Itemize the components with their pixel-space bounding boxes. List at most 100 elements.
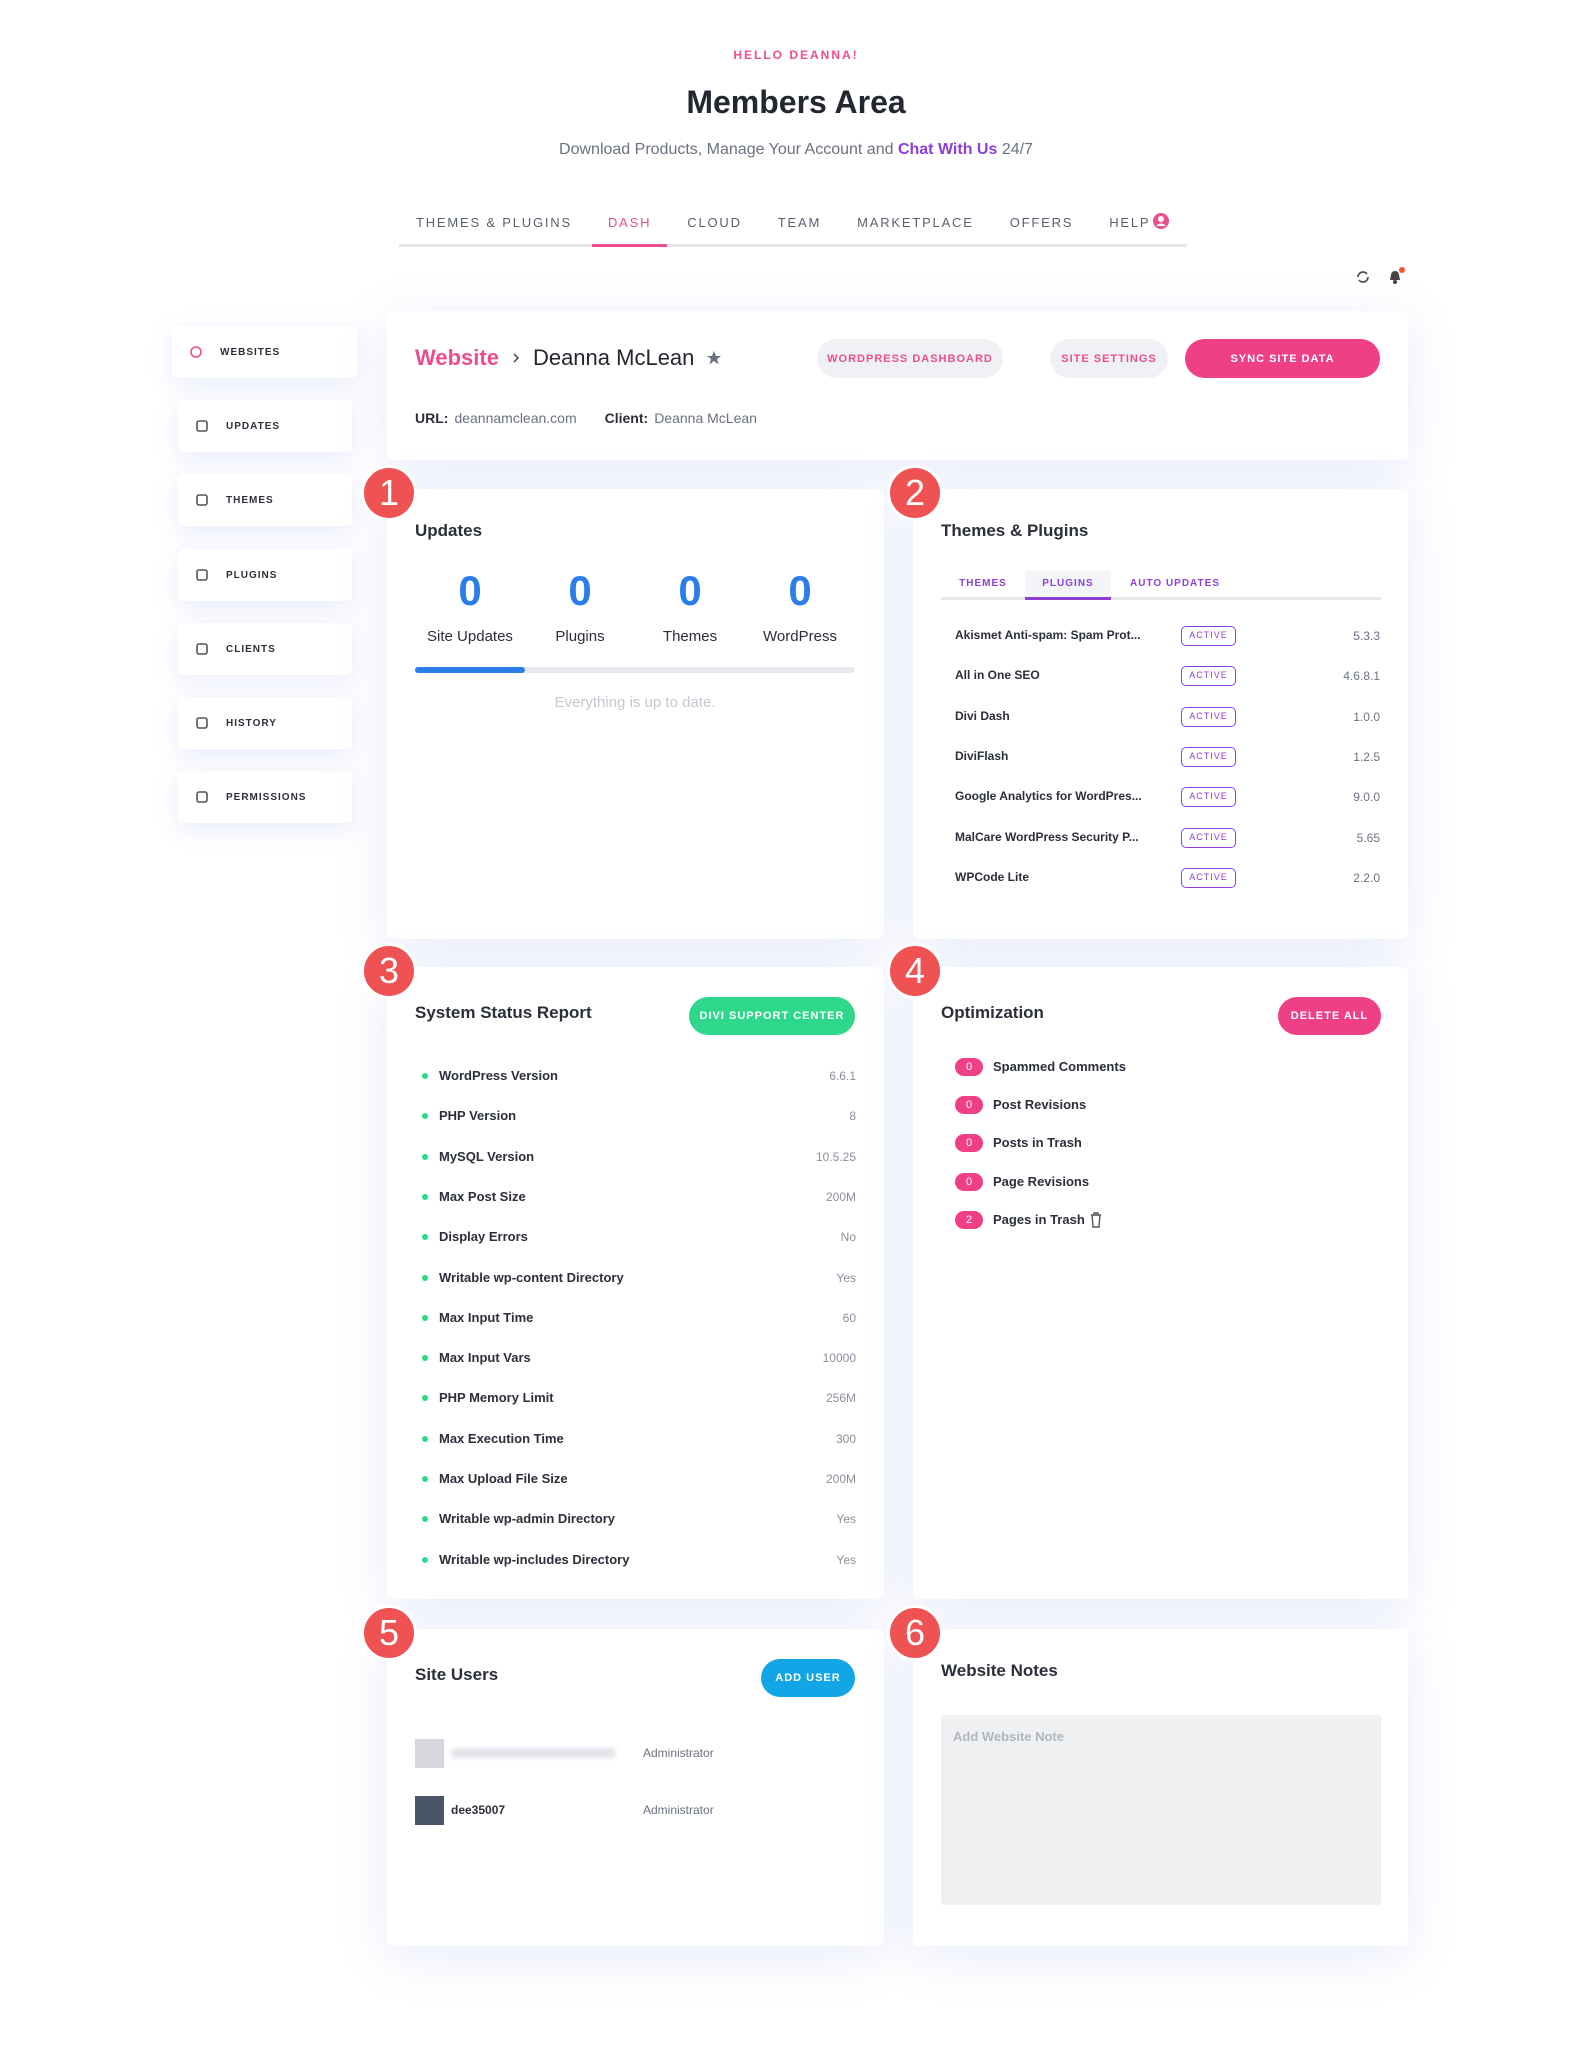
plugin-version: 5.65: [1356, 830, 1380, 845]
sidebar-item[interactable]: PLUGINS: [178, 549, 352, 601]
status-dot: [422, 1073, 428, 1079]
sidebar-icon: [196, 569, 208, 581]
panel-title: Themes & Plugins: [941, 521, 1089, 540]
plugin-status: ACTIVE: [1181, 626, 1236, 646]
progress-track: [415, 667, 855, 673]
panel-number: 1: [361, 465, 417, 521]
sidebar-item[interactable]: UPDATES: [178, 400, 352, 452]
stat-label: Site Updates: [427, 628, 513, 645]
sidebar-icon: [196, 791, 208, 803]
status-dot: [422, 1314, 428, 1321]
sidebar-icon: [196, 717, 208, 729]
breadcrumb-link[interactable]: Website: [415, 345, 499, 370]
sidebar-item[interactable]: PERMISSIONS: [178, 771, 352, 823]
nav-tab[interactable]: THEMES & PLUGINS: [416, 215, 572, 230]
status-label: Max Execution Time: [439, 1430, 564, 1446]
status-dot: [422, 1274, 428, 1281]
status-dot: [422, 1395, 428, 1402]
sidebar-item[interactable]: CLIENTS: [178, 623, 352, 675]
nav-tab[interactable]: CLOUD: [687, 215, 742, 230]
status-value: 256M: [825, 1391, 856, 1406]
count-pill: 0: [955, 1096, 983, 1115]
add-user-button[interactable]: ADD USER: [761, 1659, 855, 1697]
status-value: 6.6.1: [829, 1069, 856, 1083]
user-icon[interactable]: [1150, 210, 1172, 232]
status-dot: [422, 1556, 428, 1563]
nav-tab[interactable]: OFFERS: [1009, 215, 1074, 230]
nav: THEMES & PLUGINS DASH CLOUD TEAM MARKETPLACE…: [399, 210, 1187, 247]
status-dot: [422, 1355, 428, 1362]
status-label: Max Input Vars: [439, 1350, 531, 1366]
trash-icon[interactable]: [1089, 1212, 1103, 1228]
sidebar-label: PLUGINS: [226, 569, 278, 581]
panel: Optimization DELETE ALL 0 Spammed Comments 0…: [913, 967, 1408, 1599]
status-value: Yes: [836, 1552, 856, 1567]
chevron: [513, 353, 520, 363]
stat-value: 0: [678, 567, 702, 614]
stat-value: 0: [458, 567, 482, 614]
sidebar-icon: [196, 643, 208, 655]
delete-all-button[interactable]: DELETE ALL: [1278, 997, 1381, 1035]
avatar: [415, 1739, 444, 1768]
subtitle-text: 24/7: [1001, 141, 1033, 158]
count-pill: 0: [955, 1172, 983, 1191]
nav-tab[interactable]: HELP: [1109, 215, 1151, 230]
plugin-version: 2.2.0: [1353, 870, 1380, 885]
panel-title: System Status Report: [415, 1003, 592, 1022]
url: deannamclean.com: [454, 410, 577, 426]
favorite-star[interactable]: [706, 350, 722, 366]
sidebar-item[interactable]: THEMES: [178, 474, 352, 526]
sidebar-icon: [190, 346, 202, 358]
note-input[interactable]: Add Website Note: [941, 1715, 1381, 1905]
sidebar-item[interactable]: HISTORY: [178, 697, 352, 749]
panel-number: 3: [361, 943, 417, 999]
sidebar-item[interactable]: WEBSITES: [172, 326, 358, 378]
user-role: Administrator: [643, 1803, 714, 1817]
item-label: Page Revisions: [993, 1173, 1090, 1189]
plugin-tab[interactable]: THEMES: [959, 578, 1007, 589]
item-label: Posts in Trash: [993, 1135, 1082, 1151]
plugin-status: ACTIVE: [1181, 706, 1236, 727]
panel-title: Website Notes: [941, 1661, 1058, 1680]
item-label: Spammed Comments: [993, 1059, 1126, 1074]
panel: Site Users ADD USER Administrator dee35007 A…: [387, 1629, 884, 1946]
support-button[interactable]: DIVI SUPPORT CENTER: [689, 997, 855, 1035]
status-label: Max Input Time: [439, 1309, 534, 1325]
chat-link[interactable]: Chat With Us: [897, 141, 998, 158]
status-label: PHP Version: [439, 1108, 517, 1124]
site-button[interactable]: WORDPRESS DASHBOARD: [817, 339, 1003, 378]
panel: System Status Report DIVI SUPPORT CENTER W…: [387, 967, 884, 1599]
plugin-name: WPCode Lite: [955, 869, 1029, 884]
plugin-status: ACTIVE: [1181, 746, 1236, 767]
status-message: Everything is up to date.: [554, 694, 716, 711]
status-label: Writable wp-admin Directory: [439, 1511, 616, 1527]
nav-tab[interactable]: DASH: [591, 210, 668, 247]
status-label: Display Errors: [439, 1229, 528, 1245]
plugin-version: 1.2.5: [1353, 749, 1380, 764]
plugin-tab[interactable]: PLUGINS: [1025, 571, 1111, 600]
site-button[interactable]: SITE SETTINGS: [1050, 339, 1168, 378]
item-label: Pages in Trash: [993, 1211, 1085, 1227]
notification-icon[interactable]: [1386, 266, 1406, 286]
stat-value: 0: [788, 567, 812, 614]
client: Deanna McLean: [654, 410, 757, 426]
tab-rule: [941, 597, 1381, 600]
user-role: Administrator: [643, 1746, 714, 1760]
plugin-tab[interactable]: AUTO UPDATES: [1130, 578, 1220, 589]
user-name: dee35007: [451, 1803, 506, 1817]
subtitle-text: Download Products, Manage Your Account a…: [559, 141, 894, 158]
status-label: PHP Memory Limit: [439, 1390, 554, 1406]
nav-tab[interactable]: TEAM: [777, 215, 822, 230]
sidebar-icon: [196, 494, 208, 506]
refresh-icon[interactable]: [1354, 268, 1372, 286]
status-value: 200M: [825, 1189, 856, 1204]
status-label: MySQL Version: [439, 1148, 535, 1164]
status-label: Max Post Size: [439, 1188, 526, 1204]
status-label: Writable wp-content Directory: [439, 1269, 624, 1285]
plugin-version: 4.6.8.1: [1343, 669, 1380, 684]
plugin-status: ACTIVE: [1181, 666, 1236, 687]
nav-tab[interactable]: MARKETPLACE: [857, 215, 974, 230]
site-card: Website Deanna McLean WORDPRESS DASHBOARD S…: [387, 311, 1408, 460]
site-button[interactable]: SYNC SITE DATA: [1185, 339, 1380, 378]
plugin-name: Akismet Anti-spam: Spam Prot...: [955, 628, 1141, 642]
